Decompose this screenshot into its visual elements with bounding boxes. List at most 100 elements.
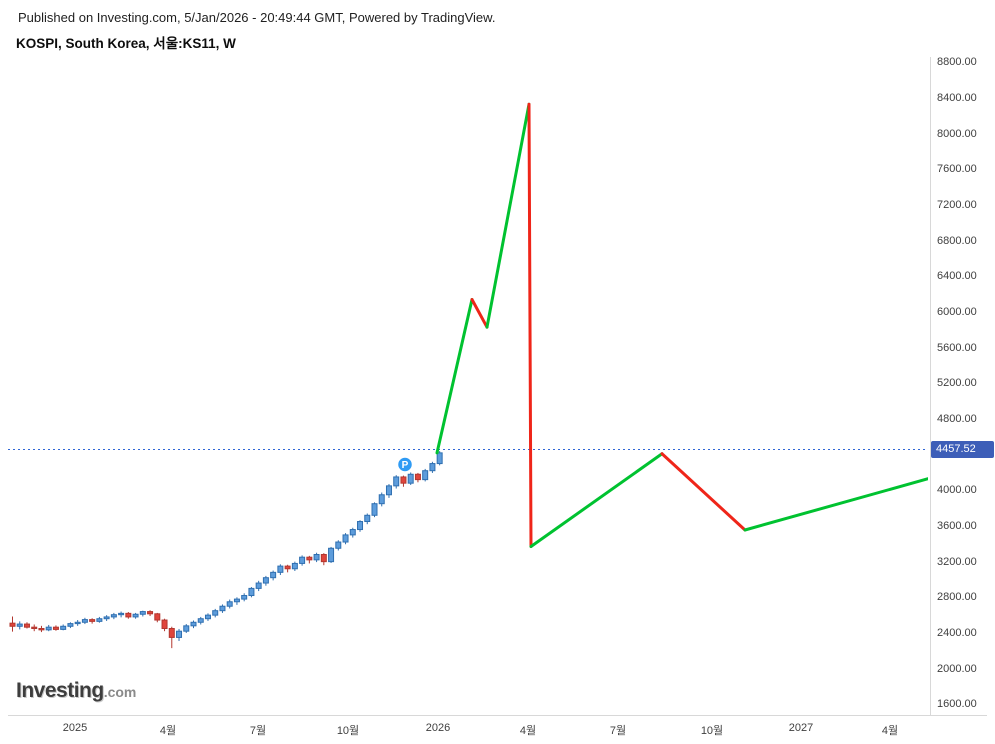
p-marker[interactable] [396, 456, 414, 473]
candle-body [60, 625, 67, 630]
forecast-segment [470, 298, 489, 329]
candle-body [393, 476, 400, 487]
time-tick: 2027 [788, 722, 814, 734]
candle-body [103, 616, 110, 620]
price-tick: 4000.00 [937, 484, 977, 497]
candle-body [407, 473, 414, 484]
price-tick: 6000.00 [937, 305, 977, 318]
candle-body [183, 625, 190, 632]
candle-body [16, 623, 23, 627]
chart-title: KOSPI, South Korea, 서울:KS11, W [16, 36, 236, 51]
time-tick: 2026 [425, 722, 451, 734]
candle-body [31, 626, 38, 630]
candle-body [429, 463, 436, 472]
candle-body [313, 554, 320, 561]
candle-body [154, 613, 161, 621]
time-axis[interactable]: 2025 4월 7월 10월 2026 4월 7월 10월 2027 4월 [8, 715, 987, 744]
time-tick: 4월 [881, 725, 899, 737]
candle-body [190, 621, 197, 627]
price-tick: 8400.00 [937, 92, 977, 104]
price-axis[interactable]: 8800.00 8400.00 8000.00 7600.00 7200.00 6800.… [930, 56, 995, 715]
candle-body [45, 626, 52, 631]
candle-body [52, 626, 59, 630]
forecast-segment [527, 102, 533, 548]
price-tick: 5600.00 [937, 341, 977, 354]
price-tick: 4800.00 [937, 412, 977, 425]
price-tick: 8800.00 [937, 56, 977, 69]
candle-body [248, 587, 255, 597]
logo-tld-text: .com [103, 684, 137, 700]
time-tick: 2025 [62, 722, 88, 734]
candle-body [110, 614, 117, 618]
candle-body [147, 611, 154, 615]
time-tick: 10월 [700, 725, 724, 737]
price-tick: 1600.00 [937, 698, 977, 711]
candle-body [176, 630, 183, 638]
forecast-segment [435, 298, 474, 455]
candle-body [414, 473, 421, 481]
candle-body [320, 554, 327, 563]
candle-body [378, 494, 385, 505]
forecast-segment [485, 102, 531, 329]
candle-body [436, 452, 443, 465]
candle-body [357, 521, 364, 531]
investing-logo[interactable]: Investing.com [16, 679, 136, 703]
candle-body [277, 565, 284, 573]
price-tick: 2800.00 [937, 591, 977, 604]
candle-body [262, 577, 269, 584]
candle-body [125, 612, 132, 618]
candle-body [299, 556, 306, 564]
logo-text: Investing [16, 679, 104, 702]
price-tick: 3200.00 [937, 555, 977, 568]
candle-body [204, 614, 211, 620]
price-tick: 7600.00 [937, 163, 977, 176]
p-marker-label: P [402, 460, 409, 471]
candle-body [219, 605, 226, 612]
price-tick: 8000.00 [937, 127, 977, 140]
candle-body [241, 595, 248, 600]
candle-body [371, 503, 378, 516]
chart-plot-area[interactable]: P [8, 57, 928, 715]
candle-body [364, 514, 371, 523]
candle-body [422, 470, 429, 481]
candle-body [89, 619, 96, 622]
candle-body [96, 618, 103, 622]
time-tick: 7월 [609, 725, 627, 737]
forecast-segment [529, 452, 664, 548]
candle-body [400, 476, 407, 484]
candle-body [74, 621, 81, 625]
candle-body [168, 628, 175, 638]
current-price-badge: 4457.52 [931, 441, 994, 459]
price-tick: 6800.00 [937, 234, 977, 247]
candle-body [291, 562, 298, 570]
candle-body [270, 571, 277, 579]
candle-body [118, 612, 125, 616]
time-tick: 4월 [519, 725, 537, 737]
candle-body [306, 556, 313, 561]
candle-body [342, 534, 349, 543]
price-tick: 2400.00 [937, 626, 977, 639]
candle-body [67, 623, 74, 627]
candle-body [197, 618, 204, 623]
candle-body [23, 623, 30, 628]
candle-body [328, 547, 335, 563]
price-tick: 6400.00 [937, 270, 977, 283]
time-tick: 7월 [249, 725, 267, 737]
candle-body [233, 598, 240, 603]
candle-body [38, 628, 45, 631]
chart-canvas[interactable]: P [8, 57, 928, 715]
candle-body [139, 611, 146, 615]
candle-body [226, 601, 233, 607]
candle-body [132, 613, 139, 618]
candle-body [81, 619, 88, 623]
candle-body [255, 582, 262, 589]
candle-body [349, 529, 356, 536]
candle-body [335, 541, 342, 549]
price-tick: 2000.00 [937, 662, 977, 675]
forecast-segment [743, 477, 928, 532]
publish-info-line: Published on Investing.com, 5/Jan/2026 -… [18, 10, 496, 25]
forecast-segment [660, 452, 747, 532]
time-tick: 10월 [336, 725, 360, 737]
candle-body [161, 619, 168, 630]
